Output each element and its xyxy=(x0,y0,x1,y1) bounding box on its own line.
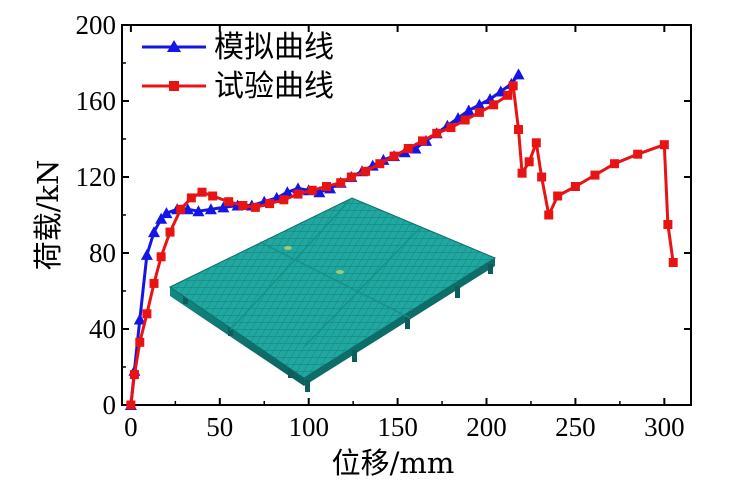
data-point xyxy=(142,309,152,319)
data-point xyxy=(659,140,669,150)
data-point xyxy=(156,252,166,262)
data-point xyxy=(473,98,486,110)
data-point xyxy=(553,191,563,201)
data-point xyxy=(135,337,145,347)
data-point xyxy=(517,168,527,178)
x-tick-label: 300 xyxy=(644,412,685,442)
x-tick-label: 200 xyxy=(466,412,507,442)
y-tick-label: 200 xyxy=(76,10,117,40)
data-point xyxy=(250,202,260,212)
data-point xyxy=(668,258,678,267)
data-point xyxy=(149,278,159,288)
data-point xyxy=(508,81,518,91)
data-point xyxy=(633,149,643,159)
data-point xyxy=(217,201,230,213)
y-tick-label: 0 xyxy=(103,390,117,420)
data-point xyxy=(265,199,275,209)
data-point xyxy=(238,201,248,210)
series-test xyxy=(126,81,678,410)
data-point xyxy=(293,189,303,199)
axis-tick-labels: 0 50 100 150 200 250 300 0 40 80 120 160 200 xyxy=(76,10,685,442)
data-point xyxy=(537,172,547,182)
data-point xyxy=(531,138,541,148)
data-point xyxy=(570,182,580,191)
x-tick-label: 150 xyxy=(377,412,418,442)
data-point xyxy=(446,123,456,133)
data-point xyxy=(197,187,207,197)
data-point xyxy=(204,203,217,215)
legend-marker-sim xyxy=(167,40,181,52)
data-point xyxy=(140,248,153,260)
legend-label-sim: 模拟曲线 xyxy=(214,30,334,65)
data-point xyxy=(279,195,289,205)
data-point xyxy=(512,68,525,80)
data-point xyxy=(590,170,600,180)
data-point xyxy=(524,157,534,167)
data-point xyxy=(160,207,173,219)
data-point xyxy=(155,212,168,224)
data-point xyxy=(346,172,356,182)
data-point xyxy=(489,100,499,110)
data-point xyxy=(375,159,385,169)
inset-3d-plate-model xyxy=(169,197,497,392)
data-point xyxy=(663,220,673,229)
legend-marker-test xyxy=(169,81,179,91)
data-point xyxy=(165,227,175,237)
data-point xyxy=(208,191,218,201)
data-point xyxy=(321,182,331,191)
y-tick-label: 80 xyxy=(89,238,116,268)
data-point xyxy=(432,128,442,138)
legend: 模拟曲线 试验曲线 xyxy=(142,30,334,104)
x-tick-label: 100 xyxy=(288,412,329,442)
data-point xyxy=(224,197,234,207)
data-point xyxy=(307,185,317,195)
x-tick-label: 50 xyxy=(206,412,233,442)
data-point xyxy=(192,205,205,217)
data-point xyxy=(418,136,428,146)
data-point xyxy=(126,400,136,410)
data-point xyxy=(281,186,294,198)
x-tick-label: 0 xyxy=(124,412,138,442)
y-tick-label: 160 xyxy=(76,86,117,116)
data-point xyxy=(462,104,475,116)
x-axis-title: 位移/mm xyxy=(332,446,455,480)
data-point xyxy=(544,210,554,220)
data-point xyxy=(361,166,371,176)
data-point xyxy=(336,178,346,188)
y-axis-title: 荷载/kN xyxy=(31,160,65,271)
series-layer xyxy=(124,68,678,410)
data-point xyxy=(389,151,399,161)
data-point xyxy=(148,226,161,238)
data-point xyxy=(176,204,186,214)
data-point xyxy=(514,125,524,134)
legend-label-test: 试验曲线 xyxy=(214,69,334,104)
data-point xyxy=(503,90,513,100)
data-point xyxy=(129,370,139,380)
x-tick-label: 250 xyxy=(555,412,596,442)
data-point xyxy=(460,115,470,125)
data-point xyxy=(133,313,146,325)
data-point xyxy=(403,144,413,153)
data-point xyxy=(610,159,620,169)
y-tick-label: 40 xyxy=(89,314,116,344)
data-point xyxy=(186,193,196,203)
data-point xyxy=(474,107,484,117)
y-tick-label: 120 xyxy=(76,162,117,192)
